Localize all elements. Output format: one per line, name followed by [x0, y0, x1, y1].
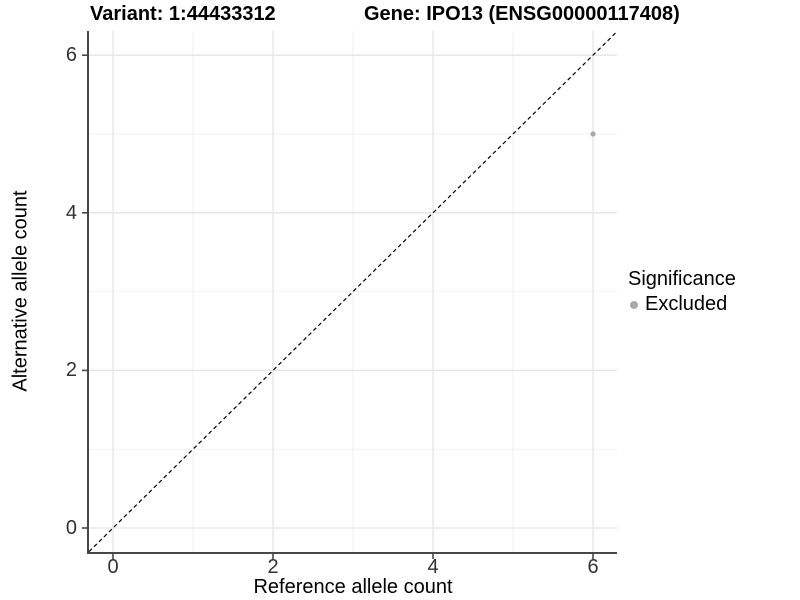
y-tick-label: 6 [65, 44, 77, 67]
y-tick-label: 4 [65, 201, 77, 224]
y-tick-label: 0 [65, 517, 77, 539]
y-axis-title: Alternative allele count [9, 190, 32, 392]
gene-title: Gene: IPO13 (ENSG00000117408) [364, 3, 680, 25]
data-point [590, 131, 596, 137]
identity-line [88, 31, 618, 553]
legend-item-excluded: Excluded [628, 293, 736, 316]
x-tick-label: 6 [587, 556, 599, 578]
x-tick-label: 2 [267, 556, 279, 578]
legend-item-label: Excluded [645, 293, 728, 315]
x-tick-label: 4 [427, 556, 439, 578]
x-axis-title: Reference allele count [253, 576, 453, 598]
variant-title: Variant: 1:44433312 [90, 3, 276, 25]
y-tick-label: 2 [65, 359, 77, 382]
legend-title: Significance [628, 268, 736, 290]
legend: Significance Excluded [628, 268, 736, 316]
x-tick-label: 0 [107, 556, 119, 578]
excluded-point-icon [630, 300, 638, 309]
